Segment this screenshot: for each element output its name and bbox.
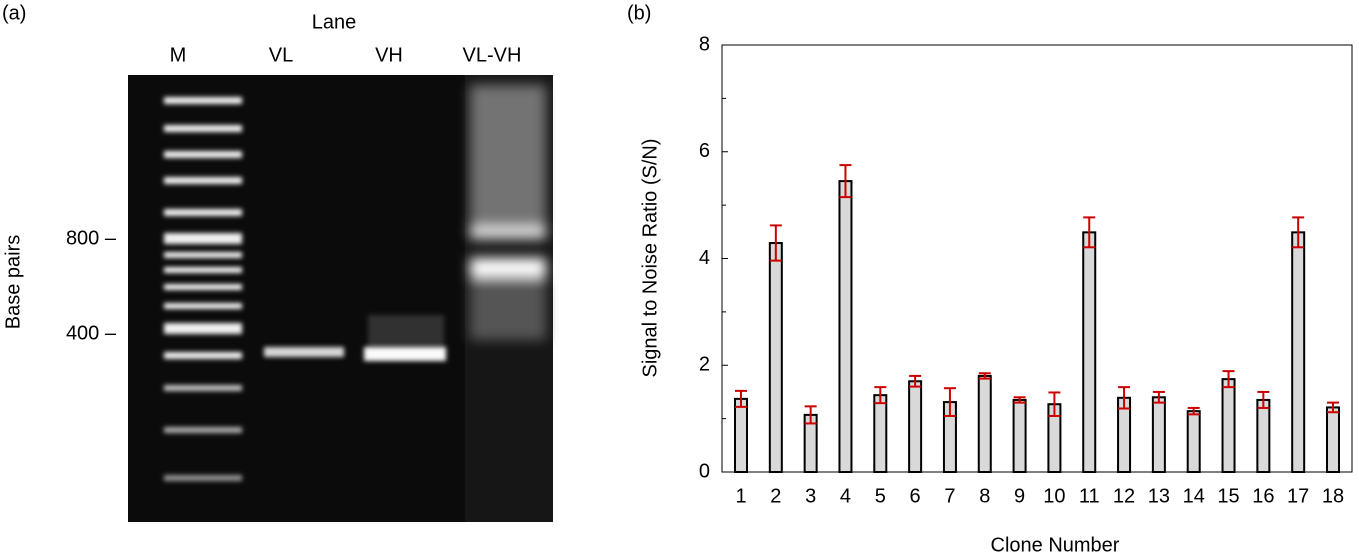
error-bar [1222, 370, 1235, 389]
y-title: Signal to Noise Ratio (S/N) [639, 139, 661, 378]
lane-title: Lane [312, 11, 357, 33]
error-bar [1013, 396, 1026, 404]
error-bar [874, 386, 887, 405]
bar-chart: (b) Clone Number Signal to Noise Ratio (… [627, 2, 1353, 556]
bar [1082, 231, 1097, 473]
x-tick-label: 17 [1287, 485, 1309, 507]
marker-label: 800 – [66, 227, 117, 249]
marker-label: 400 – [66, 322, 117, 344]
lane-label: VL-VH [463, 44, 522, 66]
error-bar [1152, 390, 1165, 404]
error-bar [943, 387, 956, 417]
x-title: Clone Number [991, 534, 1120, 556]
lane-label: VH [375, 44, 403, 66]
bar [734, 397, 748, 473]
x-tick-label: 9 [1014, 485, 1025, 507]
y-tick-label: 8 [699, 33, 710, 55]
bar [1326, 406, 1340, 474]
x-tick-label: 2 [770, 485, 781, 507]
bar [1291, 231, 1306, 473]
bar [1221, 378, 1236, 473]
x-tick-label: 16 [1252, 485, 1274, 507]
error-bar [1257, 390, 1270, 409]
error-bar [1292, 216, 1305, 249]
x-tick-label: 18 [1322, 485, 1344, 507]
x-tick-label: 7 [944, 485, 955, 507]
sample-bands [264, 315, 446, 361]
bar [908, 380, 923, 474]
x-tick-label: 1 [735, 485, 746, 507]
error-bar [1083, 216, 1096, 249]
bar [768, 242, 783, 473]
x-tick-label: 12 [1113, 485, 1135, 507]
bar [1012, 398, 1027, 474]
error-bar [1187, 406, 1200, 416]
y-title: Base pairs [2, 235, 24, 330]
lane-label: M [170, 44, 187, 66]
y-tick-label: 2 [699, 354, 710, 376]
bar [1256, 398, 1271, 474]
y-tick-label: 4 [699, 247, 710, 269]
bar [838, 180, 853, 473]
ladder-bands [164, 97, 242, 481]
x-tick-label: 6 [910, 485, 921, 507]
error-bar [735, 389, 747, 408]
x-tick-label: 8 [979, 485, 990, 507]
x-tick-label: 3 [805, 485, 816, 507]
error-bar [804, 405, 817, 425]
bar [873, 394, 888, 474]
error-bar [769, 224, 782, 262]
smear [470, 85, 546, 340]
error-bar [839, 164, 852, 199]
bar [1186, 410, 1201, 473]
y-tick-label: 0 [699, 460, 710, 482]
x-tick-label: 11 [1079, 485, 1100, 507]
bar [1151, 396, 1166, 473]
panel-label: (a) [2, 2, 26, 24]
x-tick-label: 15 [1217, 485, 1239, 507]
error-bar [978, 372, 991, 380]
error-bar [909, 374, 922, 388]
bar [977, 374, 992, 473]
x-tick-label: 13 [1148, 485, 1170, 507]
error-bar [1327, 401, 1339, 414]
lane-label: VL [269, 44, 293, 66]
gel-panel: (a) Lane M VL VH VL-VH Base pairs 800 – … [2, 2, 553, 522]
y-tick-label: 6 [699, 140, 710, 162]
x-tick-label: 4 [840, 485, 851, 507]
x-tick-label: 10 [1043, 485, 1065, 507]
x-tick-label: 5 [875, 485, 886, 507]
error-bar [1118, 386, 1131, 410]
error-bar [1048, 391, 1061, 417]
panel-label: (b) [627, 2, 651, 24]
x-tick-label: 14 [1183, 485, 1205, 507]
